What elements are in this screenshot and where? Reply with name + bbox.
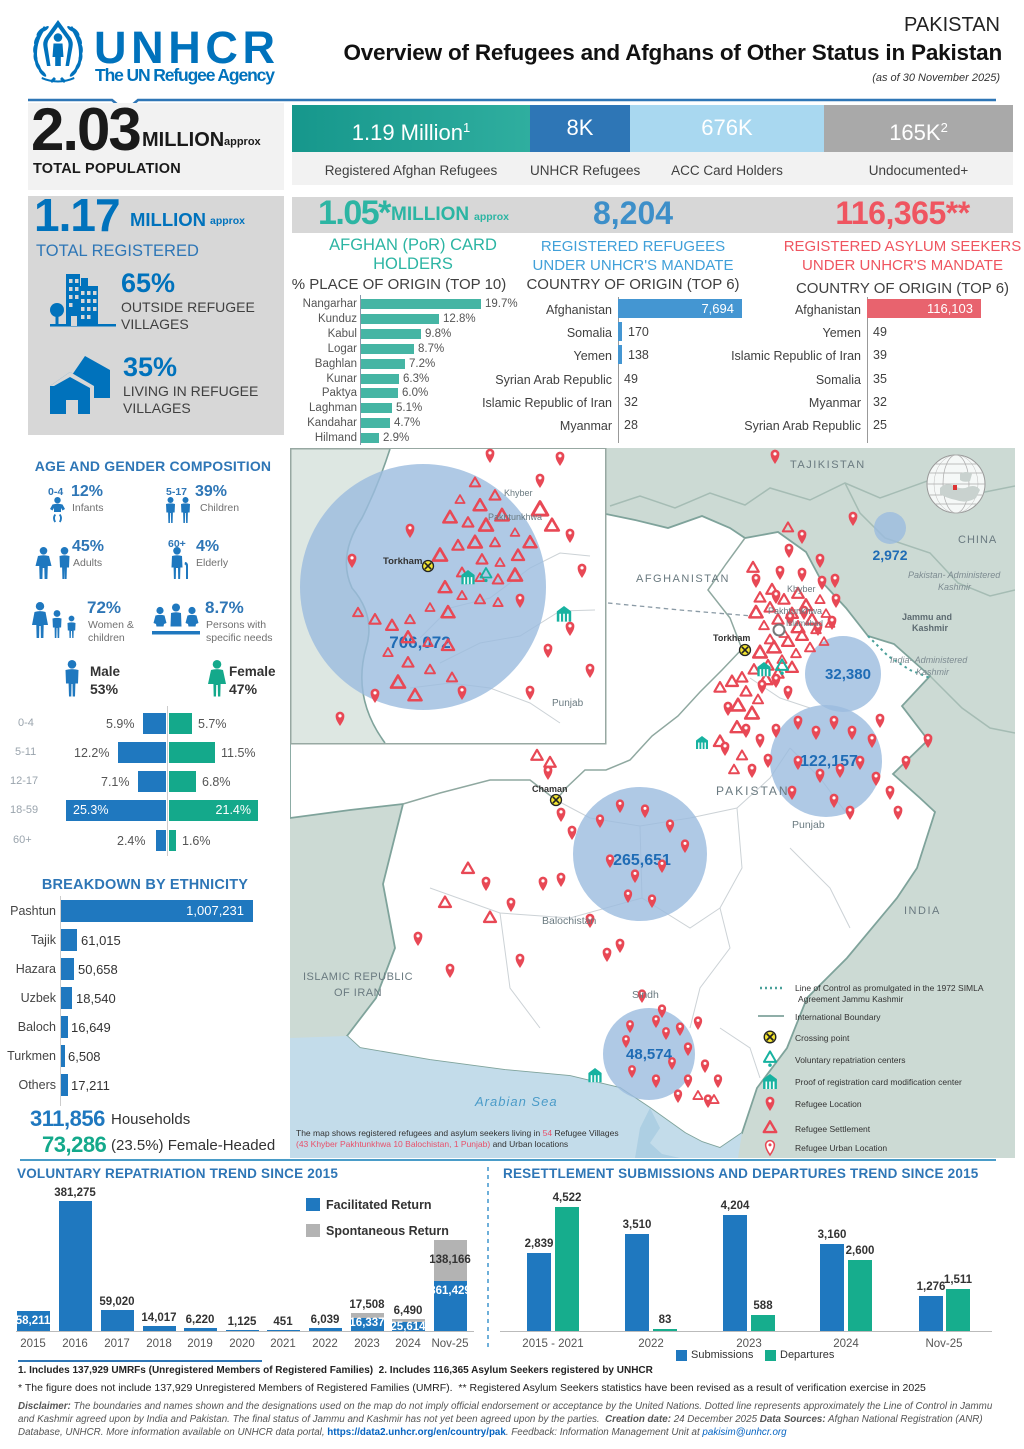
svg-text:The map shows registered refug: The map shows registered refugees and as… bbox=[296, 1128, 619, 1138]
svg-text:Kashmir: Kashmir bbox=[916, 667, 950, 677]
svg-text:Torkham: Torkham bbox=[383, 556, 422, 567]
svg-text:Pakhtunkhwa: Pakhtunkhwa bbox=[768, 606, 822, 616]
svg-text:Islamabad: Islamabad bbox=[786, 619, 823, 628]
svg-text:Refugee Urban Location: Refugee Urban Location bbox=[795, 1143, 887, 1153]
svg-text:265,651: 265,651 bbox=[613, 852, 671, 869]
svg-text:TAJIKISTAN: TAJIKISTAN bbox=[790, 459, 866, 471]
svg-text:AFGHANISTAN: AFGHANISTAN bbox=[636, 573, 730, 585]
svg-text:India- Administered: India- Administered bbox=[890, 655, 968, 665]
svg-text:INDIA: INDIA bbox=[904, 905, 941, 917]
svg-text:OF IRAN: OF IRAN bbox=[334, 987, 382, 999]
svg-text:Kashmir: Kashmir bbox=[938, 582, 972, 592]
svg-text:Arabian Sea: Arabian Sea bbox=[474, 1094, 558, 1109]
svg-text:122,157: 122,157 bbox=[800, 753, 858, 770]
svg-text:48,574: 48,574 bbox=[626, 1046, 673, 1063]
svg-text:Pakistan- Administered: Pakistan- Administered bbox=[908, 570, 1001, 580]
svg-text:Line of Control as promulgated: Line of Control as promulgated in the 19… bbox=[795, 983, 984, 993]
svg-text:ISLAMIC REPUBLIC: ISLAMIC REPUBLIC bbox=[303, 971, 413, 983]
svg-text:Jammu and: Jammu and bbox=[902, 612, 952, 622]
svg-text:Khyber: Khyber bbox=[504, 488, 533, 498]
svg-text:Khyber: Khyber bbox=[787, 584, 816, 594]
svg-text:Voluntary repatriation centers: Voluntary repatriation centers bbox=[795, 1055, 906, 1065]
svg-text:Agreement Jammu Kashmir: Agreement Jammu Kashmir bbox=[798, 994, 904, 1004]
svg-text:Refugee Location: Refugee Location bbox=[795, 1099, 862, 1109]
svg-text:PAKISTAN: PAKISTAN bbox=[716, 784, 790, 798]
svg-text:2,972: 2,972 bbox=[872, 547, 907, 563]
svg-text:Chaman: Chaman bbox=[532, 784, 568, 794]
svg-text:Kashmir: Kashmir bbox=[912, 623, 949, 633]
svg-text:Proof of registration card mod: Proof of registration card modification … bbox=[795, 1077, 962, 1087]
svg-text:International Boundary: International Boundary bbox=[795, 1012, 881, 1022]
svg-text:Pakhtunkhwa: Pakhtunkhwa bbox=[488, 512, 542, 522]
svg-text:Refugee Settlement: Refugee Settlement bbox=[795, 1124, 871, 1134]
svg-text:Balochistan: Balochistan bbox=[542, 915, 596, 927]
svg-text:The UN Refugee Agency: The UN Refugee Agency bbox=[95, 65, 275, 85]
svg-text:Punjab: Punjab bbox=[792, 819, 825, 831]
svg-text:32,380: 32,380 bbox=[825, 666, 871, 683]
svg-text:Punjab: Punjab bbox=[552, 698, 584, 709]
svg-text:Torkham: Torkham bbox=[713, 633, 750, 643]
svg-text:(43 Khyber Pakhtunkhwa 10 Balo: (43 Khyber Pakhtunkhwa 10 Balochistan, 1… bbox=[296, 1139, 568, 1149]
svg-text:Sindh: Sindh bbox=[632, 989, 659, 1001]
svg-text:CHINA: CHINA bbox=[958, 534, 997, 546]
svg-text:UNHCR: UNHCR bbox=[94, 22, 275, 73]
svg-text:Crossing point: Crossing point bbox=[795, 1033, 850, 1043]
